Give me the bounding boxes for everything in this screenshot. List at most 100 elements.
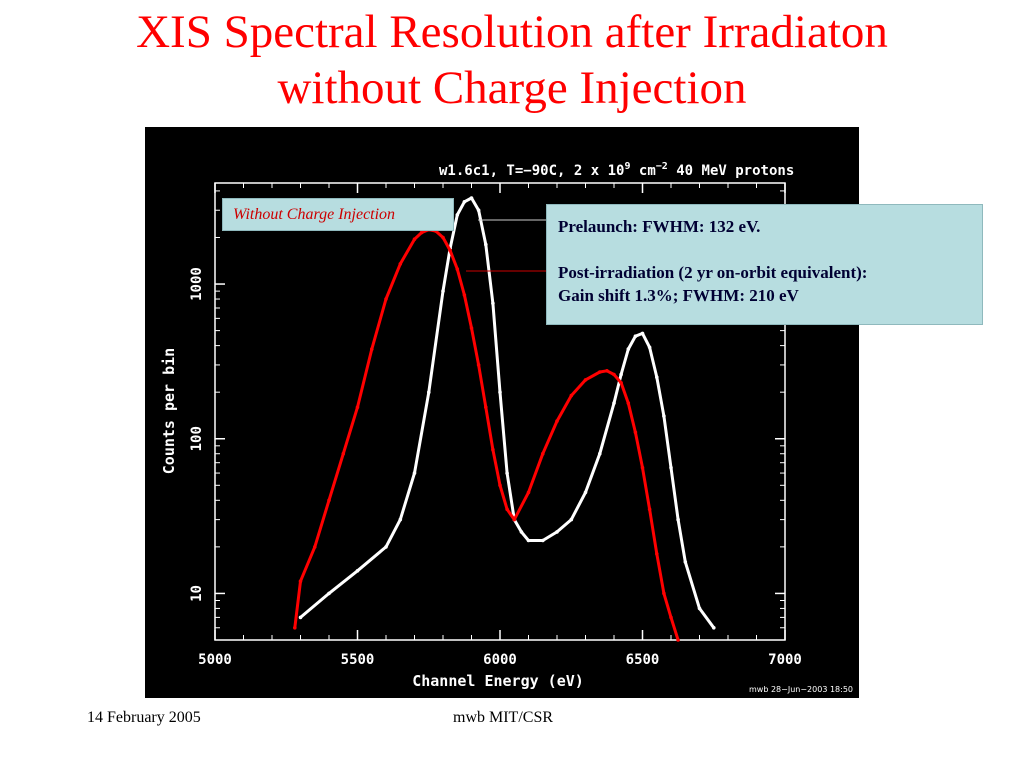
series-post_irradiation-point [605, 369, 609, 373]
slide-title-line-2: without Charge Injection [277, 62, 747, 114]
series-post_irradiation-point [569, 393, 574, 398]
series-post_irradiation-point [341, 451, 346, 456]
series-post_irradiation-point [455, 267, 460, 271]
series-prelaunch-point [476, 208, 481, 212]
chart-title: w1.6c1, T=−90C, 2 x 109 cm−2 40 MeV prot… [439, 161, 794, 179]
series-post_irradiation-point [583, 378, 588, 382]
series-post_irradiation-point [419, 230, 424, 235]
series-prelaunch-point [384, 545, 388, 549]
series-prelaunch-point [598, 451, 602, 456]
series-prelaunch-point [427, 390, 431, 395]
series-post_irradiation-point [598, 370, 602, 374]
series-prelaunch-line [299, 196, 716, 629]
chart-title-unit-exponent: −2 [656, 161, 668, 172]
info-prelaunch: Prelaunch: FWHM: 132 eV. [558, 217, 761, 236]
series-layer [293, 196, 716, 642]
series-post_irradiation-point [541, 451, 545, 456]
series-prelaunch-point [569, 517, 574, 522]
series-prelaunch-point [712, 626, 716, 630]
info-post-irradiation: Post-irradiation (2 yr on-orbit equivale… [558, 263, 868, 282]
x-tick-label: 5500 [341, 652, 375, 668]
series-post_irradiation-point [298, 579, 303, 583]
info-gain-shift: Gain shift 1.3%; FWHM: 210 eV [558, 286, 799, 305]
series-prelaunch-point [469, 196, 474, 200]
y-axis-label: Counts per bin [160, 348, 178, 474]
series-post_irradiation-point [676, 638, 680, 642]
series-post_irradiation-point [412, 237, 417, 241]
footer-org: mwb MIT/CSR [453, 709, 554, 726]
series-prelaunch-point [327, 591, 331, 596]
series-post_irradiation-point [491, 447, 495, 452]
y-tick-label: 10 [189, 585, 205, 602]
x-tick-label: 6000 [483, 652, 517, 668]
slide-title: XIS Spectral Resolution after Irradiaton… [0, 4, 1024, 116]
series-post_irradiation-point [448, 248, 452, 253]
series-post_irradiation-point [441, 235, 445, 240]
series-prelaunch-point [697, 606, 702, 611]
series-post_irradiation-point [370, 347, 374, 351]
series-post_irradiation-point [655, 552, 659, 556]
x-axis-label: Channel Energy (eV) [412, 672, 584, 690]
series-post_irradiation-point [327, 498, 331, 503]
x-tick-label: 7000 [768, 652, 802, 668]
y-tick-label: 1000 [189, 267, 205, 301]
series-prelaunch-point [655, 375, 659, 379]
series-post_irradiation-point [355, 405, 360, 410]
series-prelaunch-point [541, 538, 545, 543]
series-post_irradiation-point [633, 430, 638, 435]
series-prelaunch-point [526, 538, 531, 543]
series-prelaunch-point [412, 471, 417, 475]
series-prelaunch-point [505, 471, 509, 475]
fwhm-info-box: Prelaunch: FWHM: 132 eV. Post-irradiatio… [546, 204, 983, 325]
series-post_irradiation-point [626, 401, 631, 405]
series-prelaunch-point [683, 560, 688, 564]
axis-layer: 5000 5500 6000 6500 7000 10 100 1000 [189, 183, 802, 668]
x-tick-label: 5000 [198, 652, 232, 668]
series-prelaunch-point [647, 345, 652, 350]
chart-title-exponent: 9 [624, 161, 630, 172]
series-post_irradiation-point [505, 507, 509, 512]
x-tick-label: 6500 [626, 652, 660, 668]
series-prelaunch-point [498, 390, 502, 395]
chart-title-tail: 40 MeV protons [668, 163, 794, 179]
series-post_irradiation-point [619, 381, 623, 385]
series-post_irradiation-point [647, 507, 652, 512]
series-prelaunch-point [583, 490, 588, 495]
series-prelaunch-point [555, 530, 559, 534]
series-prelaunch-point [612, 401, 616, 405]
chart-title-main: w1.6c1, T=−90C, 2 x 10 [439, 163, 624, 179]
series-prelaunch-point [355, 569, 360, 573]
series-prelaunch-point [626, 347, 631, 351]
series-prelaunch-point [669, 465, 673, 470]
series-post_irradiation-point [398, 262, 403, 266]
series-prelaunch-point [484, 242, 488, 247]
series-post_irradiation-point [555, 419, 559, 423]
series-prelaunch-point [676, 517, 680, 522]
series-post_irradiation-point [462, 293, 467, 297]
series-prelaunch-point [519, 530, 524, 534]
footer-date: 14 February 2005 [87, 709, 201, 726]
y-tick-label: 100 [189, 426, 205, 451]
without-charge-injection-label: Without Charge Injection [222, 198, 454, 231]
series-prelaunch-point [455, 213, 460, 217]
plot-timestamp: mwb 28−Jun−2003 18:50 [749, 685, 853, 694]
chart-title-unit: cm [630, 163, 655, 179]
series-prelaunch-point [298, 615, 303, 620]
series-prelaunch-point [633, 334, 638, 338]
series-post_irradiation-point [662, 591, 666, 596]
slide-title-line-1: XIS Spectral Resolution after Irradiaton [136, 6, 888, 58]
series-prelaunch-point [662, 414, 666, 418]
series-post_irradiation-point [512, 517, 517, 522]
series-post_irradiation-point [384, 297, 388, 301]
series-post_irradiation-point [313, 545, 317, 549]
series-prelaunch-point [441, 289, 445, 293]
series-post_irradiation-point [498, 483, 502, 488]
series-prelaunch-point [491, 301, 495, 306]
series-prelaunch-point [619, 372, 623, 377]
series-post_irradiation-point [469, 326, 474, 330]
series-post_irradiation-point [669, 615, 673, 620]
series-post_irradiation-point [476, 363, 481, 367]
series-prelaunch-point [462, 200, 467, 204]
series-post_irradiation-point [484, 405, 488, 410]
series-prelaunch-point [398, 517, 403, 522]
